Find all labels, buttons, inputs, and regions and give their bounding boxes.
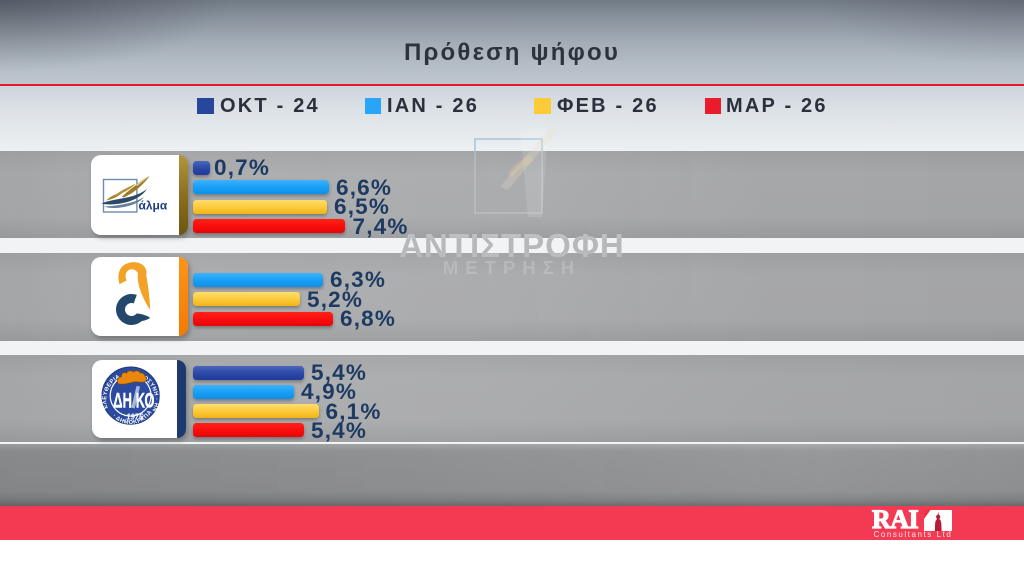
svg-text:άλμα: άλμα — [139, 198, 168, 212]
svg-text:1976: 1976 — [126, 413, 144, 422]
svg-text:ΔΗ: ΔΗ — [113, 389, 132, 412]
svg-text:ΚΟ: ΚΟ — [136, 389, 155, 412]
